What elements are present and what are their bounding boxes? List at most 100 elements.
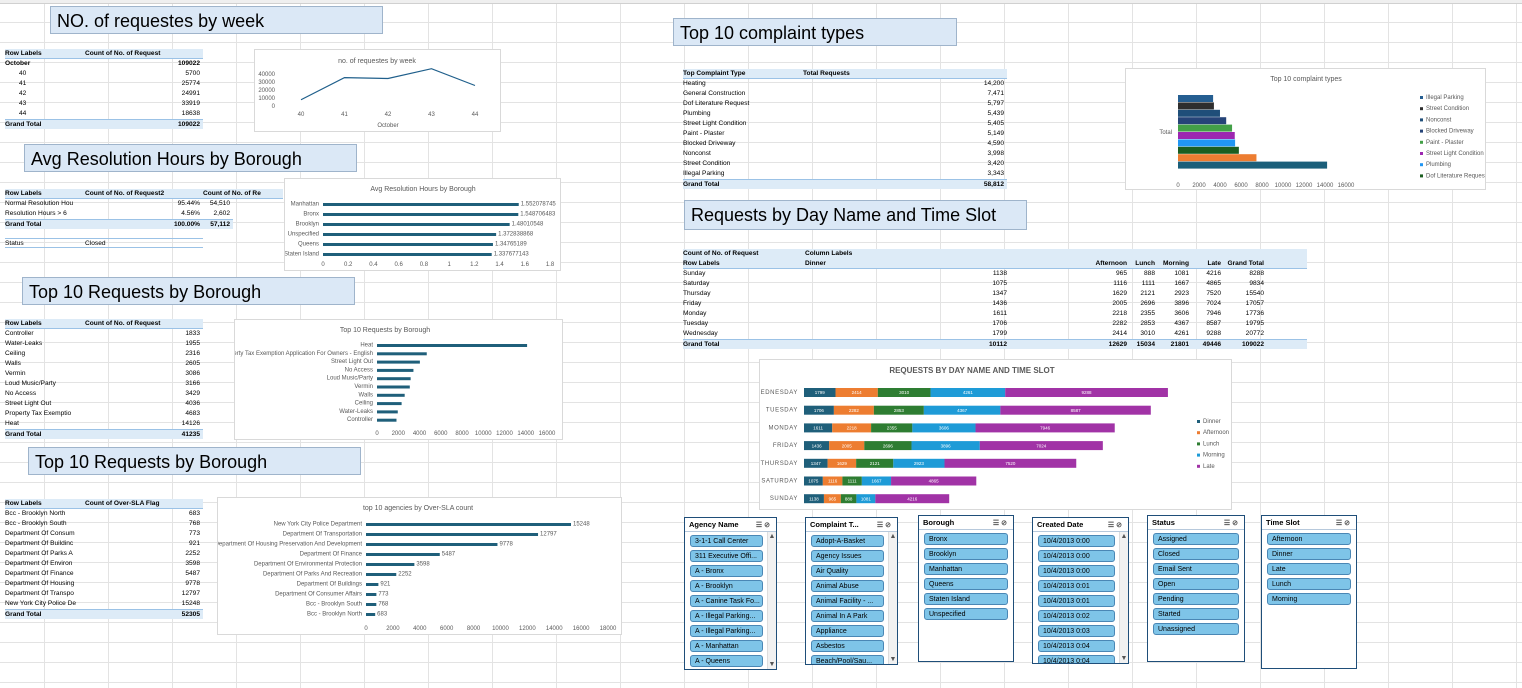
bar[interactable] (1178, 109, 1220, 117)
slicer-item[interactable]: Staten Island (924, 593, 1008, 605)
slicer-item[interactable]: Queens (924, 578, 1008, 590)
stacked-segment[interactable] (873, 405, 924, 415)
pivot-row[interactable]: Water-Leaks 1955 (5, 339, 203, 349)
chart-over-sla[interactable]: top 10 agencies by Over-SLA count New Yor… (217, 497, 622, 635)
chart-requests-by-week[interactable]: no. of requestes by week 40000 30000 20000 1… (254, 49, 501, 132)
slicer-item[interactable]: A - Manhattan (690, 640, 763, 652)
slicer-item[interactable]: Email Sent (1153, 563, 1239, 575)
scroll-up-icon[interactable]: ▲ (1120, 533, 1128, 540)
pivot-row[interactable]: 43 33919 (5, 99, 203, 109)
bar[interactable] (366, 553, 440, 556)
pivot-row[interactable]: Controller 1833 (5, 329, 203, 339)
chart-avg-resolution[interactable]: Avg Resolution Hours by Borough Manhattan… (284, 178, 561, 271)
bar[interactable] (366, 603, 377, 606)
bar[interactable] (366, 573, 397, 576)
bar[interactable] (323, 253, 492, 256)
stacked-segment[interactable] (864, 441, 912, 451)
stacked-segment[interactable] (861, 476, 892, 486)
stacked-segment[interactable] (804, 441, 830, 451)
title-complaint-types[interactable]: Top 10 complaint types (673, 18, 957, 46)
pivot-row[interactable]: Saturday 1075 1116 1111 1667 4865 9834 (683, 279, 1307, 289)
pivot-complaint-types[interactable]: Top Complaint Type Total Requests Heating 1… (683, 69, 1007, 189)
legend-entry[interactable]: Lunch (1203, 441, 1219, 447)
bar[interactable] (1178, 102, 1214, 110)
slicer-item[interactable]: 10/4/2013 0:04 (1038, 655, 1115, 663)
slicer-item[interactable]: Lunch (1267, 578, 1351, 590)
bar[interactable] (366, 593, 377, 596)
slicer-item[interactable]: Started (1153, 608, 1239, 620)
stacked-segment[interactable] (804, 476, 823, 486)
bar[interactable] (377, 418, 397, 422)
scroll-down-icon[interactable]: ▼ (889, 656, 897, 663)
pivot-row[interactable]: Department Of Buildinc 921 (5, 539, 203, 549)
pivot-row[interactable]: Department Of Transpo 12797 (5, 589, 203, 599)
pivot-row[interactable]: Heat 14126 (5, 419, 203, 429)
stacked-segment[interactable] (975, 423, 1115, 433)
bar[interactable] (377, 368, 414, 372)
slicer-created-date[interactable]: Created Date ☰⊘ 10/4/2013 0:00 10/4/2013 0:… (1032, 517, 1129, 664)
pivot-row[interactable]: Department Of Environ 3598 (5, 559, 203, 569)
slicer-item[interactable]: Asbestos (811, 640, 884, 652)
legend-entry[interactable]: Dof Literature Request (1426, 173, 1485, 179)
legend-entry[interactable]: Blocked Driveway (1426, 129, 1474, 135)
slicer-item[interactable]: 10/4/2013 0:04 (1038, 640, 1115, 652)
slicer-item[interactable]: Brooklyn (924, 548, 1008, 560)
title-avg-resolution[interactable]: Avg Resolution Hours by Borough (24, 144, 357, 172)
pivot-row[interactable]: Department Of Consum 773 (5, 529, 203, 539)
slicer-item[interactable]: Unassigned (1153, 623, 1239, 635)
slicer-item[interactable]: Morning (1267, 593, 1351, 605)
slicer-item[interactable]: Bronx (924, 533, 1008, 545)
slicer-item[interactable]: Dinner (1267, 548, 1351, 560)
pivot-row[interactable]: Bcc - Brooklyn North 683 (5, 509, 203, 519)
pivot-row[interactable]: Paint - Plaster 5,149 (683, 129, 1007, 139)
legend-entry[interactable]: Street Light Condition (1426, 151, 1484, 157)
slicer-item[interactable]: A - Queens (690, 655, 763, 667)
pivot-row[interactable]: Street Light Condition 5,405 (683, 119, 1007, 129)
slicer-item[interactable]: A - Canine Task Fo... (690, 595, 763, 607)
slicer-complaint-type[interactable]: Complaint T... ☰⊘ Adopt-A-Basket Agency Iss… (805, 517, 898, 665)
bar[interactable] (1178, 146, 1239, 154)
legend-entry[interactable]: Dinner (1203, 419, 1221, 425)
slicer-item[interactable]: Assigned (1153, 533, 1239, 545)
pivot-row[interactable]: Monday 1611 2218 2355 3606 7946 17736 (683, 309, 1307, 319)
pivot-filter-row[interactable]: Status Closed (5, 238, 203, 248)
pivot-row[interactable]: Dof Literature Request 5,797 (683, 99, 1007, 109)
slicer-agency-name[interactable]: Agency Name ☰⊘ 3-1-1 Call Center 311 Execut… (684, 517, 777, 670)
pivot-row[interactable]: Department Of Finance 5487 (5, 569, 203, 579)
slicer-item[interactable]: Closed (1153, 548, 1239, 560)
multi-select-filter-icon[interactable]: ☰⊘ (1335, 519, 1352, 527)
stacked-segment[interactable] (842, 476, 862, 486)
title-top10-borough-2[interactable]: Top 10 Requests by Borough (28, 447, 361, 475)
multi-select-filter-icon[interactable]: ☰⊘ (992, 519, 1009, 527)
pivot-row[interactable]: Loud Music/Party 3166 (5, 379, 203, 389)
slicer-time-slot[interactable]: Time Slot ☰⊘ Afternoon Dinner Late Lunch Morni… (1261, 515, 1357, 669)
pivot-row[interactable]: 44 18638 (5, 109, 203, 119)
bar[interactable] (1178, 124, 1233, 132)
slicer-item[interactable]: Animal Facility - ... (811, 595, 884, 607)
bar[interactable] (1178, 161, 1328, 169)
stacked-segment[interactable] (804, 458, 828, 468)
slicer-item[interactable]: Pending (1153, 593, 1239, 605)
legend-entry[interactable]: Nonconst (1426, 117, 1452, 123)
stacked-segment[interactable] (804, 405, 834, 415)
stacked-segment[interactable] (877, 388, 931, 397)
slicer-item[interactable]: 10/4/2013 0:00 (1038, 535, 1115, 547)
pivot-group-row[interactable]: October 109022 (5, 59, 203, 69)
stacked-segment[interactable] (856, 458, 894, 468)
chart-day-time-slot[interactable]: REQUESTS BY DAY NAME AND TIME SLOT WEDNES… (759, 359, 1232, 510)
slicer-item[interactable]: Air Quality (811, 565, 884, 577)
pivot-row[interactable]: Thursday 1347 1629 2121 2923 7520 15540 (683, 289, 1307, 299)
slicer-item[interactable]: A - Illegal Parking... (690, 610, 763, 622)
pivot-row[interactable]: Vermin 3086 (5, 369, 203, 379)
slicer-item[interactable]: A - Bronx (690, 565, 763, 577)
slicer-item[interactable]: Afternoon (1267, 533, 1351, 545)
slicer-scrollbar[interactable]: ▲ ▼ (888, 532, 897, 664)
bar[interactable] (1178, 139, 1236, 147)
slicer-item[interactable]: Animal Abuse (811, 580, 884, 592)
slicer-scrollbar[interactable]: ▲ ▼ (1119, 532, 1128, 663)
slicer-item[interactable]: 10/4/2013 0:01 (1038, 580, 1115, 592)
slicer-item[interactable]: 10/4/2013 0:03 (1038, 625, 1115, 637)
title-top10-borough[interactable]: Top 10 Requests by Borough (22, 277, 355, 305)
bar[interactable] (377, 377, 411, 381)
pivot-row[interactable]: Street Condition 3,420 (683, 159, 1007, 169)
